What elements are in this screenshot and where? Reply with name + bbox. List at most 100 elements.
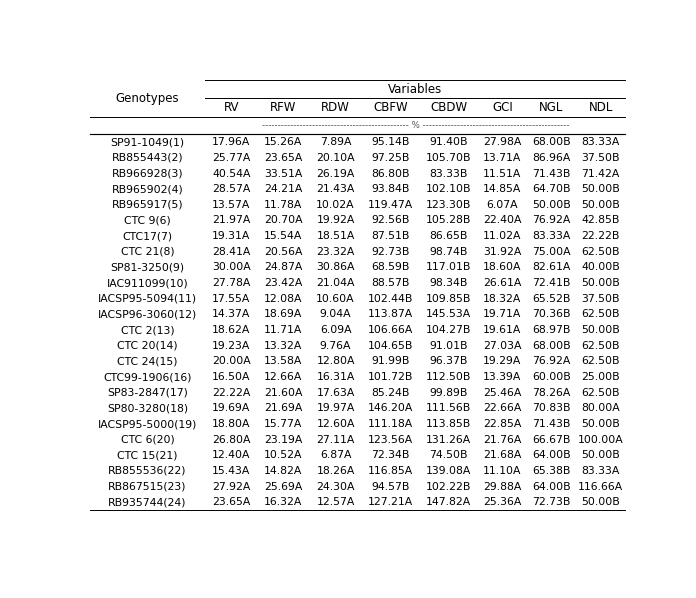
Text: SP83-2847(17): SP83-2847(17) bbox=[107, 388, 188, 398]
Text: 64.00B: 64.00B bbox=[532, 481, 571, 492]
Text: 83.33B: 83.33B bbox=[429, 169, 468, 179]
Text: GCI: GCI bbox=[492, 101, 513, 114]
Text: 18.69A: 18.69A bbox=[264, 309, 303, 319]
Text: 13.71A: 13.71A bbox=[483, 153, 521, 163]
Text: 23.19A: 23.19A bbox=[264, 435, 303, 445]
Text: 98.34B: 98.34B bbox=[429, 278, 468, 288]
Text: 105.28B: 105.28B bbox=[426, 215, 471, 225]
Text: 23.42A: 23.42A bbox=[264, 278, 303, 288]
Text: 6.09A: 6.09A bbox=[319, 325, 351, 335]
Text: 11.51A: 11.51A bbox=[483, 169, 521, 179]
Text: 66.67B: 66.67B bbox=[532, 435, 571, 445]
Text: 50.00B: 50.00B bbox=[581, 450, 620, 460]
Text: RB867515(23): RB867515(23) bbox=[108, 481, 187, 492]
Text: RDW: RDW bbox=[321, 101, 350, 114]
Text: 30.86A: 30.86A bbox=[317, 263, 355, 273]
Text: 68.59B: 68.59B bbox=[372, 263, 410, 273]
Text: 86.65B: 86.65B bbox=[429, 231, 468, 241]
Text: RB965902(4): RB965902(4) bbox=[111, 184, 183, 194]
Text: 10.52A: 10.52A bbox=[264, 450, 303, 460]
Text: CTC 6(20): CTC 6(20) bbox=[120, 435, 174, 445]
Text: 146.20A: 146.20A bbox=[368, 404, 413, 413]
Text: Variables: Variables bbox=[388, 83, 443, 96]
Text: 10.02A: 10.02A bbox=[316, 200, 355, 210]
Text: 21.69A: 21.69A bbox=[264, 404, 303, 413]
Text: 102.22B: 102.22B bbox=[426, 481, 471, 492]
Text: 10.60A: 10.60A bbox=[316, 294, 355, 304]
Text: 62.50B: 62.50B bbox=[581, 341, 620, 351]
Text: 50.00B: 50.00B bbox=[581, 278, 620, 288]
Text: 26.80A: 26.80A bbox=[212, 435, 251, 445]
Text: 22.66A: 22.66A bbox=[483, 404, 521, 413]
Text: 109.85B: 109.85B bbox=[426, 294, 471, 304]
Text: 86.80B: 86.80B bbox=[372, 169, 410, 179]
Text: 96.37B: 96.37B bbox=[429, 356, 468, 367]
Text: 19.69A: 19.69A bbox=[212, 404, 251, 413]
Text: 113.87A: 113.87A bbox=[368, 309, 413, 319]
Text: 14.37A: 14.37A bbox=[212, 309, 251, 319]
Text: 50.00B: 50.00B bbox=[581, 419, 620, 429]
Text: NGL: NGL bbox=[539, 101, 564, 114]
Text: 13.32A: 13.32A bbox=[264, 341, 303, 351]
Text: 139.08A: 139.08A bbox=[426, 466, 471, 476]
Text: 18.26A: 18.26A bbox=[317, 466, 355, 476]
Text: 64.70B: 64.70B bbox=[532, 184, 571, 194]
Text: 19.71A: 19.71A bbox=[483, 309, 521, 319]
Text: 92.73B: 92.73B bbox=[372, 247, 410, 257]
Text: 25.77A: 25.77A bbox=[212, 153, 251, 163]
Text: 75.00A: 75.00A bbox=[532, 247, 571, 257]
Text: 23.32A: 23.32A bbox=[317, 247, 355, 257]
Text: 11.02A: 11.02A bbox=[483, 231, 521, 241]
Text: 60.00B: 60.00B bbox=[532, 372, 571, 382]
Text: 27.78A: 27.78A bbox=[212, 278, 251, 288]
Text: 68.00B: 68.00B bbox=[532, 137, 571, 147]
Text: 85.24B: 85.24B bbox=[372, 388, 410, 398]
Text: 12.80A: 12.80A bbox=[317, 356, 355, 367]
Text: 93.84B: 93.84B bbox=[372, 184, 410, 194]
Text: 111.56B: 111.56B bbox=[426, 404, 471, 413]
Text: 83.33A: 83.33A bbox=[582, 466, 620, 476]
Text: 12.57A: 12.57A bbox=[317, 498, 355, 507]
Text: CBDW: CBDW bbox=[430, 101, 467, 114]
Text: 72.41B: 72.41B bbox=[532, 278, 571, 288]
Text: 83.33A: 83.33A bbox=[582, 137, 620, 147]
Text: 22.40A: 22.40A bbox=[483, 215, 521, 225]
Text: 117.01B: 117.01B bbox=[426, 263, 471, 273]
Text: 27.11A: 27.11A bbox=[317, 435, 355, 445]
Text: 50.00B: 50.00B bbox=[581, 325, 620, 335]
Text: 9.04A: 9.04A bbox=[319, 309, 351, 319]
Text: 22.22B: 22.22B bbox=[582, 231, 620, 241]
Text: 11.10A: 11.10A bbox=[483, 466, 521, 476]
Text: 50.00B: 50.00B bbox=[581, 200, 620, 210]
Text: CTC99-1906(16): CTC99-1906(16) bbox=[103, 372, 191, 382]
Text: SP80-3280(18): SP80-3280(18) bbox=[107, 404, 188, 413]
Text: 37.50B: 37.50B bbox=[581, 294, 620, 304]
Text: 21.76A: 21.76A bbox=[483, 435, 521, 445]
Text: CTC 2(13): CTC 2(13) bbox=[120, 325, 174, 335]
Text: 6.07A: 6.07A bbox=[487, 200, 519, 210]
Text: 100.00A: 100.00A bbox=[578, 435, 624, 445]
Text: 80.00A: 80.00A bbox=[581, 404, 620, 413]
Text: 25.36A: 25.36A bbox=[483, 498, 521, 507]
Text: 16.31A: 16.31A bbox=[317, 372, 355, 382]
Text: 17.63A: 17.63A bbox=[317, 388, 355, 398]
Text: 116.66A: 116.66A bbox=[578, 481, 624, 492]
Text: 76.92A: 76.92A bbox=[532, 215, 571, 225]
Text: 145.53A: 145.53A bbox=[426, 309, 471, 319]
Text: 27.03A: 27.03A bbox=[483, 341, 521, 351]
Text: IAC911099(10): IAC911099(10) bbox=[106, 278, 189, 288]
Text: 13.58A: 13.58A bbox=[264, 356, 303, 367]
Text: Genotypes: Genotypes bbox=[116, 92, 180, 105]
Text: 50.00B: 50.00B bbox=[581, 184, 620, 194]
Text: 12.66A: 12.66A bbox=[264, 372, 303, 382]
Text: 97.25B: 97.25B bbox=[372, 153, 410, 163]
Text: 26.19A: 26.19A bbox=[317, 169, 355, 179]
Text: 12.40A: 12.40A bbox=[212, 450, 251, 460]
Text: CBFW: CBFW bbox=[373, 101, 408, 114]
Text: 94.57B: 94.57B bbox=[372, 481, 410, 492]
Text: 21.04A: 21.04A bbox=[317, 278, 355, 288]
Text: 62.50B: 62.50B bbox=[581, 247, 620, 257]
Text: RB965917(5): RB965917(5) bbox=[111, 200, 183, 210]
Text: 28.41A: 28.41A bbox=[212, 247, 251, 257]
Text: 30.00A: 30.00A bbox=[212, 263, 251, 273]
